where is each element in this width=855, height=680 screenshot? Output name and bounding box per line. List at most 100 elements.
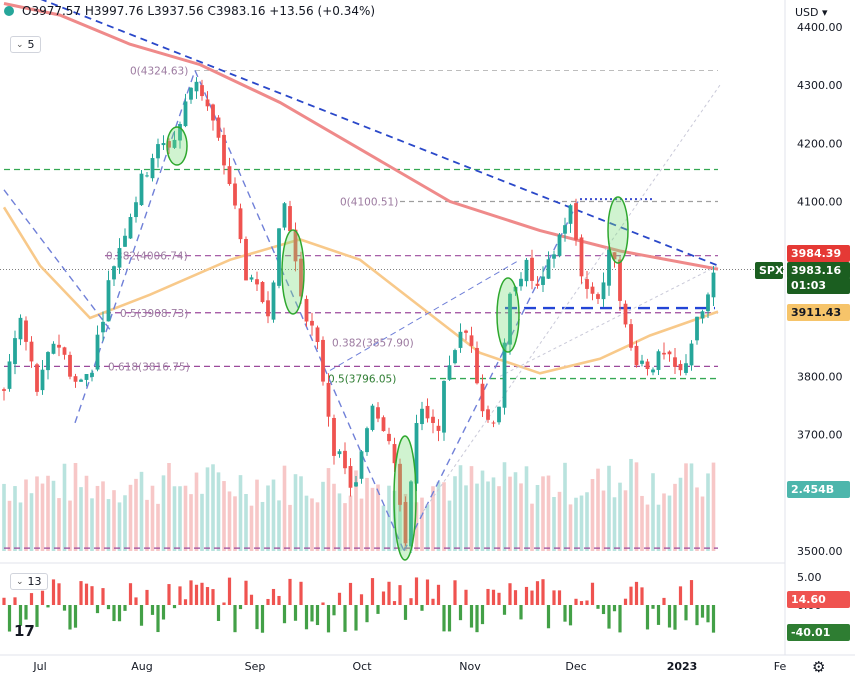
candle-body bbox=[13, 338, 17, 365]
oscillator-bar bbox=[359, 594, 364, 605]
volume-bar bbox=[178, 486, 182, 551]
volume-bar bbox=[222, 481, 226, 551]
volume-bar bbox=[128, 484, 133, 551]
oscillator-bar bbox=[216, 605, 221, 621]
candle-body bbox=[304, 298, 309, 322]
tradingview-logo: 17 bbox=[14, 622, 35, 640]
candle-body bbox=[645, 361, 650, 370]
candle-body bbox=[574, 203, 578, 240]
oscillator-bar bbox=[200, 582, 204, 605]
oscillator-bar bbox=[656, 605, 661, 625]
volume-bar bbox=[95, 485, 100, 551]
price-indicator-badge[interactable]: ⌄ 5 bbox=[10, 36, 41, 53]
oscillator-bar bbox=[332, 605, 336, 616]
candle-body bbox=[629, 324, 633, 348]
candle-body bbox=[480, 383, 485, 412]
oscillator-bar bbox=[387, 581, 391, 605]
candle-body bbox=[596, 294, 600, 299]
candle-body bbox=[167, 141, 171, 148]
oscillator-bar bbox=[667, 605, 672, 628]
candle-body bbox=[95, 334, 100, 370]
volume-bar bbox=[711, 462, 716, 551]
volume-bar bbox=[629, 458, 633, 551]
oscillator-bar bbox=[420, 605, 424, 611]
oscillator-bar bbox=[255, 605, 259, 630]
oscillator-bar bbox=[502, 605, 507, 615]
oscillator-bar bbox=[563, 605, 567, 622]
currency-selector[interactable]: USD ▾ bbox=[795, 6, 828, 19]
candle-body bbox=[282, 203, 287, 228]
oscillator-bar bbox=[343, 605, 347, 632]
ma50-line bbox=[2, 206, 719, 375]
oscillator-bar bbox=[310, 605, 314, 622]
candle-body bbox=[117, 248, 122, 268]
oscillator-bar bbox=[442, 605, 446, 632]
candle-body bbox=[673, 357, 677, 367]
candle-body bbox=[568, 205, 573, 224]
candle-body bbox=[156, 144, 160, 159]
gear-icon[interactable]: ⚙ bbox=[812, 658, 826, 676]
candle-body bbox=[711, 272, 716, 298]
candle-body bbox=[618, 259, 622, 301]
candle-body bbox=[354, 482, 358, 487]
oscillator-bar bbox=[29, 593, 34, 605]
candle-body bbox=[29, 341, 34, 362]
oscillator-bar bbox=[211, 589, 215, 605]
oscillator-bar bbox=[24, 605, 28, 620]
candle-body bbox=[288, 206, 292, 232]
volume-bar bbox=[458, 465, 463, 551]
oscillator-bar bbox=[51, 579, 56, 605]
price-label-symbol: SPX bbox=[755, 262, 783, 279]
volume-layer bbox=[2, 458, 716, 551]
oscillator-bar bbox=[57, 583, 61, 605]
trendline bbox=[74, 70, 196, 424]
oscillator-bar bbox=[480, 605, 485, 625]
candle-body bbox=[365, 428, 369, 453]
oscillator-bar bbox=[293, 605, 298, 621]
volume-bar bbox=[62, 463, 67, 551]
candle-body bbox=[403, 501, 408, 544]
osc-indicator-badge[interactable]: ⌄ 13 bbox=[10, 573, 48, 590]
oscillator-bar bbox=[128, 583, 133, 605]
volume-bar bbox=[150, 485, 155, 551]
volume-bar bbox=[134, 478, 138, 551]
oscillator-bar bbox=[398, 585, 402, 605]
candle-body bbox=[183, 101, 188, 127]
volume-bar bbox=[189, 494, 193, 551]
fib-label: 0.5(3796.05) bbox=[328, 374, 396, 386]
volume-bar bbox=[640, 495, 644, 551]
volume-bar bbox=[348, 495, 353, 551]
candle-body bbox=[546, 259, 551, 279]
volume-bar bbox=[574, 497, 578, 551]
candle-body bbox=[662, 352, 666, 355]
volume-bar bbox=[79, 487, 83, 551]
highlight-ellipses bbox=[166, 126, 629, 561]
candle-body bbox=[266, 300, 270, 317]
highlight-ellipse bbox=[496, 277, 520, 353]
oscillator-bar bbox=[524, 586, 529, 605]
oscillator-bar bbox=[634, 581, 639, 605]
volume-bar bbox=[447, 500, 452, 551]
candle-body bbox=[590, 286, 595, 294]
oscillator-bar bbox=[491, 589, 496, 605]
candle-body bbox=[475, 347, 479, 384]
price-tick-label: 3700.00 bbox=[797, 429, 843, 442]
oscillator-bar bbox=[304, 605, 309, 630]
candle-body bbox=[57, 344, 61, 348]
candle-body bbox=[321, 339, 325, 382]
oscillator-bar bbox=[469, 605, 474, 628]
ohlc-legend: O3977.57 H3997.76 L3937.56 C3983.16 +13.… bbox=[4, 4, 375, 18]
time-tick-label: Sep bbox=[245, 660, 266, 673]
volume-bar bbox=[244, 493, 248, 551]
volume-bar bbox=[13, 486, 17, 551]
oscillator-bar bbox=[381, 591, 386, 605]
volume-bar bbox=[425, 504, 430, 551]
volume-bar bbox=[183, 485, 188, 551]
price-label-osc_up: 14.60 bbox=[787, 591, 850, 608]
trendline bbox=[499, 265, 719, 377]
oscillator-bar bbox=[205, 587, 210, 605]
candle-body bbox=[178, 124, 182, 141]
oscillator-bar bbox=[365, 605, 369, 623]
candle-body bbox=[420, 408, 424, 425]
